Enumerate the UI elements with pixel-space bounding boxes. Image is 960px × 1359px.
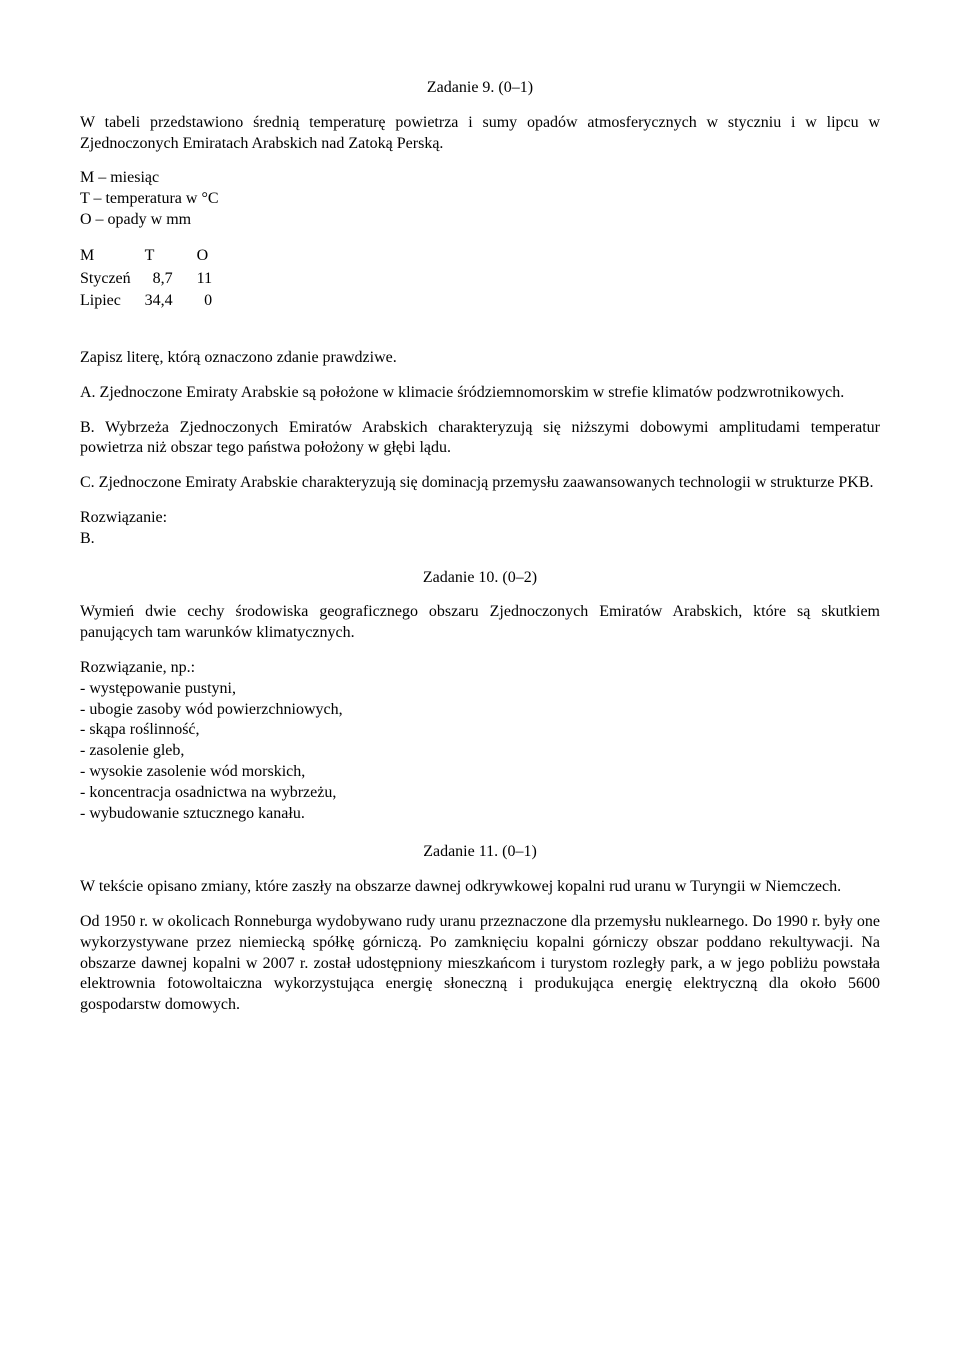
list-item: - występowanie pustyni, <box>80 679 880 700</box>
list-item: - wysokie zasolenie wód morskich, <box>80 762 880 783</box>
list-item: - skąpa roślinność, <box>80 720 880 741</box>
task9-instruction: Zapisz literę, którą oznaczono zdanie pr… <box>80 348 880 369</box>
task9-intro: W tabeli przedstawiono średnią temperatu… <box>80 113 880 155</box>
cell-month: Lipiec <box>80 290 145 313</box>
legend-o: O – opady w mm <box>80 210 880 231</box>
cell-temp: 34,4 <box>145 290 197 313</box>
list-item: - ubogie zasoby wód powierzchniowych, <box>80 700 880 721</box>
legend-m: M – miesiąc <box>80 168 880 189</box>
table-row: Lipiec 34,4 0 <box>80 290 236 313</box>
list-item: - wybudowanie sztucznego kanału. <box>80 804 880 825</box>
table-header-row: M T O <box>80 245 236 268</box>
task9-option-a: A. Zjednoczone Emiraty Arabskie są położ… <box>80 383 880 404</box>
cell-month: Styczeń <box>80 268 145 291</box>
task10-solution: Rozwiązanie, np.: - występowanie pustyni… <box>80 658 880 824</box>
col-m: M <box>80 245 145 268</box>
cell-precip: 0 <box>197 290 236 313</box>
cell-temp: 8,7 <box>145 268 197 291</box>
task11-title: Zadanie 11. (0–1) <box>80 842 880 863</box>
task9-solution: Rozwiązanie: B. <box>80 508 880 550</box>
task10-title: Zadanie 10. (0–2) <box>80 568 880 589</box>
list-item: - zasolenie gleb, <box>80 741 880 762</box>
cell-precip: 11 <box>197 268 236 291</box>
table-row: Styczeń 8,7 11 <box>80 268 236 291</box>
solution-value: B. <box>80 529 880 550</box>
col-t: T <box>145 245 197 268</box>
task11-p1: W tekście opisano zmiany, które zaszły n… <box>80 877 880 898</box>
solution-label: Rozwiązanie: <box>80 508 880 529</box>
col-o: O <box>197 245 236 268</box>
legend-t: T – temperatura w °C <box>80 189 880 210</box>
list-item: - koncentracja osadnictwa na wybrzeżu, <box>80 783 880 804</box>
task9-table: M T O Styczeń 8,7 11 Lipiec 34,4 0 <box>80 245 236 313</box>
task9-legend: M – miesiąc T – temperatura w °C O – opa… <box>80 168 880 230</box>
solution-label: Rozwiązanie, np.: <box>80 658 880 679</box>
task11-p2: Od 1950 r. w okolicach Ronneburga wydoby… <box>80 912 880 1016</box>
task9-title: Zadanie 9. (0–1) <box>80 78 880 99</box>
task9-option-c: C. Zjednoczone Emiraty Arabskie charakte… <box>80 473 880 494</box>
task9-option-b: B. Wybrzeża Zjednoczonych Emiratów Arabs… <box>80 418 880 460</box>
task10-instruction: Wymień dwie cechy środowiska geograficzn… <box>80 602 880 644</box>
